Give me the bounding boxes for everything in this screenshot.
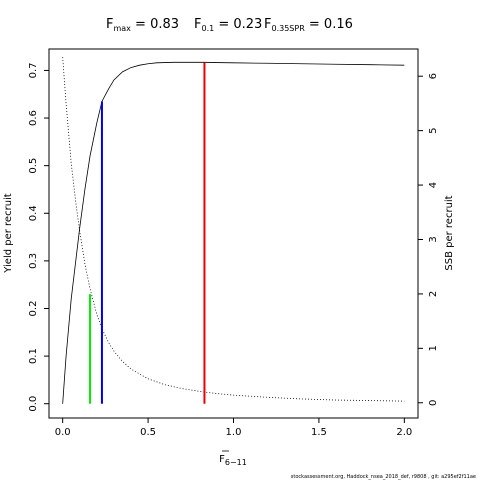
x-tick-label: 0.0 (55, 427, 71, 438)
title-f035spr: F0.35SPR = 0.16 (264, 17, 353, 33)
y-right-tick-label: 5 (428, 127, 439, 133)
y-axis-right: 0 1 2 3 4 5 6 (418, 73, 439, 406)
reference-lines (89, 62, 206, 404)
y-right-tick-label: 0 (428, 400, 439, 406)
x-tick-label: 1.0 (226, 427, 242, 438)
x-tick-label: 2.0 (396, 427, 412, 438)
y-axis-left: 0.0 0.1 0.2 0.3 0.4 0.5 0.6 0.7 (28, 62, 49, 412)
title-fmax: Fmax = 0.83 (106, 17, 179, 33)
chart-title: Fmax = 0.83 F0.1 = 0.23 F0.35SPR = 0.16 (106, 17, 353, 33)
y-axis-left-title: Yield per recruit (3, 193, 14, 274)
y-axis-right-title: SSB per recruit (444, 195, 455, 270)
x-axis-title: F6−11 (219, 454, 247, 467)
yield-per-recruit-curve (62, 61, 405, 404)
y-right-tick-label: 2 (428, 291, 439, 297)
y-right-tick-label: 1 (428, 345, 439, 351)
y-right-tick-label: 3 (428, 236, 439, 242)
x-tick-label: 0.5 (140, 427, 156, 438)
x-axis: 0.0 0.5 1.0 1.5 2.0 (55, 418, 412, 438)
title-f01: F0.1 = 0.23 (194, 17, 262, 33)
series-layer (62, 57, 405, 404)
y-right-tick-label: 6 (428, 73, 439, 79)
y-left-tick-label: 0.6 (28, 110, 39, 126)
x-tick-label: 1.5 (311, 427, 327, 438)
footnote: stockassessment.org, Haddock_nsea_2018_d… (291, 474, 476, 480)
y-left-tick-label: 0.0 (28, 396, 39, 412)
y-left-tick-label: 0.1 (28, 348, 39, 364)
y-left-tick-label: 0.5 (28, 158, 39, 174)
y-left-tick-label: 0.4 (28, 205, 39, 221)
y-left-tick-label: 0.3 (28, 253, 39, 269)
y-left-tick-label: 0.2 (28, 301, 39, 317)
y-right-tick-label: 4 (428, 182, 439, 188)
y-left-tick-label: 0.7 (28, 62, 39, 78)
